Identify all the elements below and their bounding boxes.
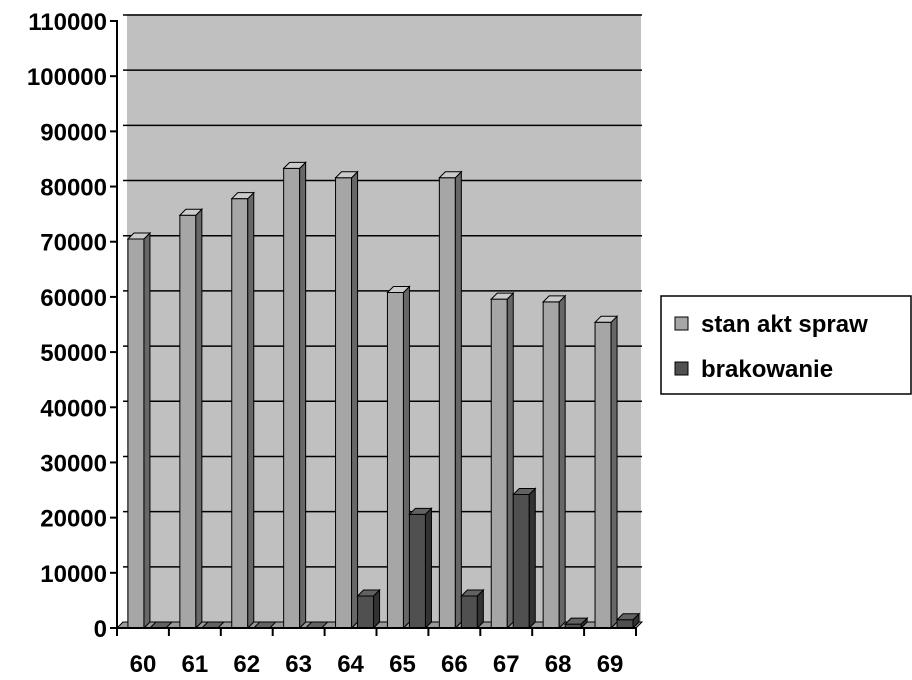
x-tick-label: 68 <box>545 651 572 675</box>
bar-top <box>438 171 463 179</box>
bar-front <box>542 301 560 629</box>
bar-front <box>127 238 145 629</box>
bar-stan-akt-spraw-62 <box>230 191 255 630</box>
bar-top <box>615 613 641 621</box>
bar-side <box>195 208 203 630</box>
legend-box <box>660 295 912 395</box>
bar-stan-akt-spraw-63 <box>282 161 307 630</box>
bar-front <box>616 619 634 629</box>
bar-front <box>386 291 404 629</box>
bar-stan-akt-spraw-61 <box>178 208 204 630</box>
bar-front <box>438 177 456 629</box>
bar-front <box>231 198 249 629</box>
bar-front <box>408 513 426 629</box>
x-tick-label: 66 <box>441 651 468 675</box>
y-tick-label: 30000 <box>40 450 107 477</box>
y-tick-label: 60000 <box>40 285 107 312</box>
legend-swatch-brakowanie <box>674 361 689 376</box>
bar-stan-akt-spraw-68 <box>541 294 567 630</box>
bar-top <box>563 617 589 625</box>
y-tick-label: 40000 <box>40 395 107 422</box>
x-tick-label: 67 <box>493 651 520 675</box>
legend-label-brakowanie: brakowanie <box>701 356 833 383</box>
y-tick-label: 110000 <box>28 9 107 36</box>
bar-brakowanie-64 <box>356 588 381 630</box>
bar-top <box>282 161 307 169</box>
bar-top <box>334 171 359 179</box>
bar-front <box>490 298 508 629</box>
x-axis-ticks: 60 61 62 63 64 65 66 67 68 69 <box>116 628 637 678</box>
bar-top <box>230 192 255 200</box>
bar-side <box>351 170 359 630</box>
y-tick-label: 10000 <box>40 561 107 588</box>
bar-front <box>179 214 197 629</box>
x-tick-label: 62 <box>233 651 260 675</box>
bar-top <box>126 232 152 240</box>
bar-top <box>356 589 381 597</box>
bar-top <box>408 507 433 515</box>
bar-brakowanie-67 <box>512 487 537 630</box>
bar-top <box>386 285 411 293</box>
y-tick-label: 20000 <box>40 506 107 533</box>
y-tick-label: 50000 <box>40 340 107 367</box>
bar-front <box>335 177 353 629</box>
legend-swatch-stan-akt-spraw <box>674 316 689 331</box>
bar-stan-akt-spraw-66 <box>438 170 463 630</box>
bar-front <box>512 493 530 629</box>
bar-stan-akt-spraw-64 <box>334 170 359 630</box>
bar-stan-akt-spraw-69 <box>593 315 619 630</box>
bar-top <box>512 487 537 495</box>
x-tick-label: 65 <box>389 651 416 675</box>
bar-brakowanie-68 <box>563 616 589 630</box>
x-tick-label: 61 <box>181 651 208 675</box>
bar-side <box>454 170 462 630</box>
bar-brakowanie-66 <box>460 588 485 630</box>
bar-front <box>357 595 375 629</box>
x-tick-label: 69 <box>597 651 624 675</box>
bar-stan-akt-spraw-60 <box>126 231 152 630</box>
x-tick-label: 63 <box>285 651 312 675</box>
bar-front <box>594 321 612 629</box>
bar-stan-akt-spraw-65 <box>386 285 411 630</box>
bar-side <box>424 507 432 630</box>
x-tick-label: 60 <box>130 651 157 675</box>
bar-front <box>460 595 478 629</box>
y-tick-label: 90000 <box>40 119 107 146</box>
bar-front <box>283 167 301 629</box>
bars-group <box>126 161 641 630</box>
legend-item-stan-akt-spraw: stan akt spraw <box>674 311 868 338</box>
bar-side <box>402 285 410 630</box>
bar-side <box>610 315 618 630</box>
bar-side <box>558 294 566 630</box>
y-tick-label: 0 <box>94 616 107 643</box>
y-tick-label: 70000 <box>40 230 107 257</box>
bar-side <box>528 487 536 630</box>
bar-top <box>490 292 515 300</box>
y-axis-ticks: 0 10000 20000 30000 40000 50000 60000 70000 8000… <box>27 9 117 643</box>
bar-top <box>593 315 619 323</box>
y-tick-label: 100000 <box>27 64 107 91</box>
bar-stan-akt-spraw-67 <box>490 291 515 630</box>
legend-label-stan-akt-spraw: stan akt spraw <box>701 311 868 338</box>
bar-top <box>460 589 485 597</box>
grid-lines <box>123 14 642 568</box>
bar-top <box>178 208 204 216</box>
bar-top <box>541 295 567 303</box>
x-tick-label: 64 <box>337 651 364 675</box>
legend-item-brakowanie: brakowanie <box>674 356 833 383</box>
bar-side <box>299 161 307 630</box>
bar-side <box>143 231 151 630</box>
bar-side <box>247 191 255 630</box>
bar-brakowanie-65 <box>408 507 433 630</box>
bar-brakowanie-69 <box>615 612 641 630</box>
bar-side <box>506 291 514 630</box>
y-tick-label: 80000 <box>40 175 107 202</box>
